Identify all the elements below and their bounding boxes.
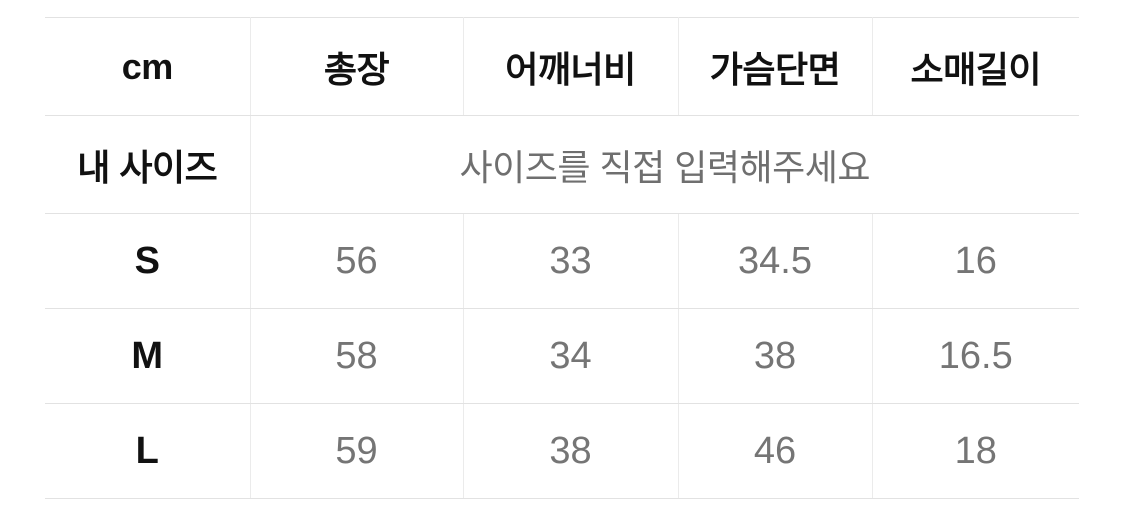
size-row-s: S 56 33 34.5 16 [45,213,1079,309]
shoulder-width-value: 34 [462,308,678,404]
size-chart-table: cm 총장 어깨너비 가슴단면 소매길이 내 사이즈 사이즈를 직접 입력해주세… [45,17,1079,499]
size-label: S [45,213,250,309]
column-header-shoulder-width: 어깨너비 [462,17,678,116]
total-length-value: 56 [249,213,463,309]
my-size-input-cell[interactable]: 사이즈를 직접 입력해주세요 [249,115,1079,214]
chest-width-value: 38 [677,308,872,404]
column-header-chest-width: 가슴단면 [677,17,872,116]
size-label: L [45,403,250,499]
sleeve-length-value: 18 [871,403,1079,499]
sleeve-length-value: 16 [871,213,1079,309]
my-size-row: 내 사이즈 사이즈를 직접 입력해주세요 [45,115,1079,214]
column-header-sleeve-length: 소매길이 [871,17,1079,116]
unit-header-cell: cm [45,17,250,116]
total-length-value: 59 [249,403,463,499]
shoulder-width-value: 33 [462,213,678,309]
size-row-l: L 59 38 46 18 [45,403,1079,499]
header-row: cm 총장 어깨너비 가슴단면 소매길이 [45,17,1079,116]
my-size-label: 내 사이즈 [45,115,250,214]
chest-width-value: 34.5 [677,213,872,309]
size-row-m: M 58 34 38 16.5 [45,308,1079,404]
total-length-value: 58 [249,308,463,404]
shoulder-width-value: 38 [462,403,678,499]
size-label: M [45,308,250,404]
chest-width-value: 46 [677,403,872,499]
sleeve-length-value: 16.5 [871,308,1079,404]
column-header-total-length: 총장 [249,17,463,116]
